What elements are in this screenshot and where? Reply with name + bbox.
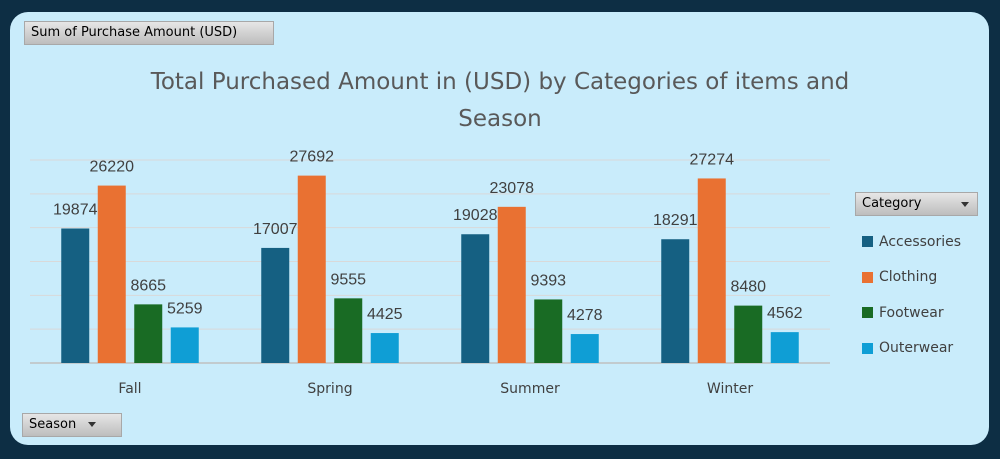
chart-legend: Accessories Clothing Footwear Outerwear xyxy=(862,224,961,366)
data-label: 8665 xyxy=(130,277,166,294)
bar-accessories-spring[interactable] xyxy=(261,247,290,363)
data-label: 9393 xyxy=(530,272,566,289)
chart-area: Sum of Purchase Amount (USD) Total Purch… xyxy=(10,12,989,445)
data-label: 4425 xyxy=(367,306,403,323)
legend-label: Outerwear xyxy=(879,340,954,357)
data-label: 5259 xyxy=(167,300,203,317)
bar-clothing-winter[interactable] xyxy=(697,178,726,363)
chart-plot: Total Purchased Amount in (USD) by Categ… xyxy=(30,69,850,397)
bar-outerwear-winter[interactable] xyxy=(770,332,799,363)
legend-swatch xyxy=(862,236,873,248)
bar-clothing-fall[interactable] xyxy=(97,185,126,363)
legend-item-clothing[interactable]: Clothing xyxy=(862,260,961,296)
chart-title: Season xyxy=(458,106,541,132)
category-filter-label: Category xyxy=(862,196,922,211)
data-label: 4278 xyxy=(567,307,603,324)
bar-outerwear-summer[interactable] xyxy=(570,334,599,363)
value-field-button[interactable]: Sum of Purchase Amount (USD) xyxy=(24,21,274,45)
legend-item-footwear[interactable]: Footwear xyxy=(862,295,961,331)
bar-accessories-summer[interactable] xyxy=(461,234,490,363)
bar-outerwear-fall[interactable] xyxy=(170,327,199,363)
dropdown-arrow-icon xyxy=(88,422,97,427)
bar-footwear-spring[interactable] xyxy=(334,298,363,363)
legend-label: Clothing xyxy=(879,269,938,286)
data-label: 19874 xyxy=(53,202,98,219)
bar-footwear-summer[interactable] xyxy=(534,299,563,363)
legend-swatch xyxy=(862,307,873,319)
value-field-label: Sum of Purchase Amount (USD) xyxy=(31,25,238,40)
legend-item-accessories[interactable]: Accessories xyxy=(862,224,961,260)
data-label: 8480 xyxy=(730,279,766,296)
bar-outerwear-spring[interactable] xyxy=(370,333,399,363)
data-label: 4562 xyxy=(767,305,803,322)
data-label: 17007 xyxy=(253,221,298,238)
x-tick-label: Spring xyxy=(307,381,352,397)
bar-clothing-spring[interactable] xyxy=(297,175,326,363)
season-filter-label: Season xyxy=(29,417,77,432)
x-tick-label: Fall xyxy=(118,381,141,397)
legend-label: Footwear xyxy=(879,304,944,321)
chart-title: Total Purchased Amount in (USD) by Categ… xyxy=(150,69,850,95)
x-tick-label: Winter xyxy=(707,381,753,397)
data-label: 26220 xyxy=(90,159,135,176)
data-label: 27274 xyxy=(690,151,735,168)
data-label: 23078 xyxy=(490,180,535,197)
bar-clothing-summer[interactable] xyxy=(497,206,526,363)
category-filter-button[interactable]: Category xyxy=(855,192,978,216)
data-label: 18291 xyxy=(653,212,698,229)
data-label: 19028 xyxy=(453,207,498,224)
bar-accessories-fall[interactable] xyxy=(61,228,90,363)
legend-swatch xyxy=(862,271,873,283)
legend-label: Accessories xyxy=(879,233,962,250)
season-filter-button[interactable]: Season xyxy=(22,413,122,437)
x-tick-label: Summer xyxy=(500,381,560,397)
bar-footwear-winter[interactable] xyxy=(734,305,763,363)
legend-swatch xyxy=(862,342,873,354)
legend-item-outerwear[interactable]: Outerwear xyxy=(862,331,961,367)
data-label: 27692 xyxy=(290,149,335,166)
bar-accessories-winter[interactable] xyxy=(661,239,690,363)
dropdown-arrow-icon xyxy=(961,202,969,207)
bar-footwear-fall[interactable] xyxy=(134,304,163,363)
data-label: 9555 xyxy=(330,271,366,288)
